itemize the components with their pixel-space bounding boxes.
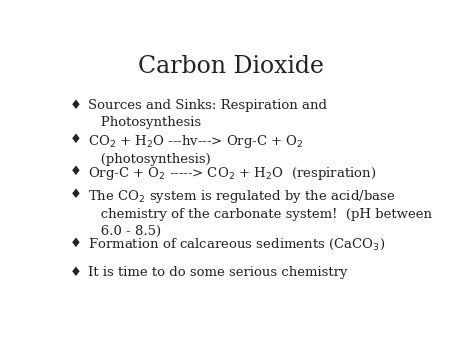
Text: ♦: ♦ [70, 266, 82, 279]
Text: Formation of calcareous sediments (CaCO$_3$): Formation of calcareous sediments (CaCO$… [88, 237, 385, 252]
Text: ♦: ♦ [70, 99, 82, 112]
Text: Org-C + O$_2$ -----> CO$_2$ + H$_2$O  (respiration): Org-C + O$_2$ -----> CO$_2$ + H$_2$O (re… [88, 166, 376, 183]
Text: Carbon Dioxide: Carbon Dioxide [138, 55, 324, 78]
Text: ♦: ♦ [70, 133, 82, 146]
Text: The CO$_2$ system is regulated by the acid/base
   chemistry of the carbonate sy: The CO$_2$ system is regulated by the ac… [88, 188, 432, 238]
Text: ♦: ♦ [70, 166, 82, 178]
Text: ♦: ♦ [70, 188, 82, 201]
Text: Sources and Sinks: Respiration and
   Photosynthesis: Sources and Sinks: Respiration and Photo… [88, 99, 327, 129]
Text: It is time to do some serious chemistry: It is time to do some serious chemistry [88, 266, 347, 279]
Text: CO$_2$ + H$_2$O ---hv---> Org-C + O$_2$
   (photosynthesis): CO$_2$ + H$_2$O ---hv---> Org-C + O$_2$ … [88, 133, 303, 166]
Text: ♦: ♦ [70, 237, 82, 250]
